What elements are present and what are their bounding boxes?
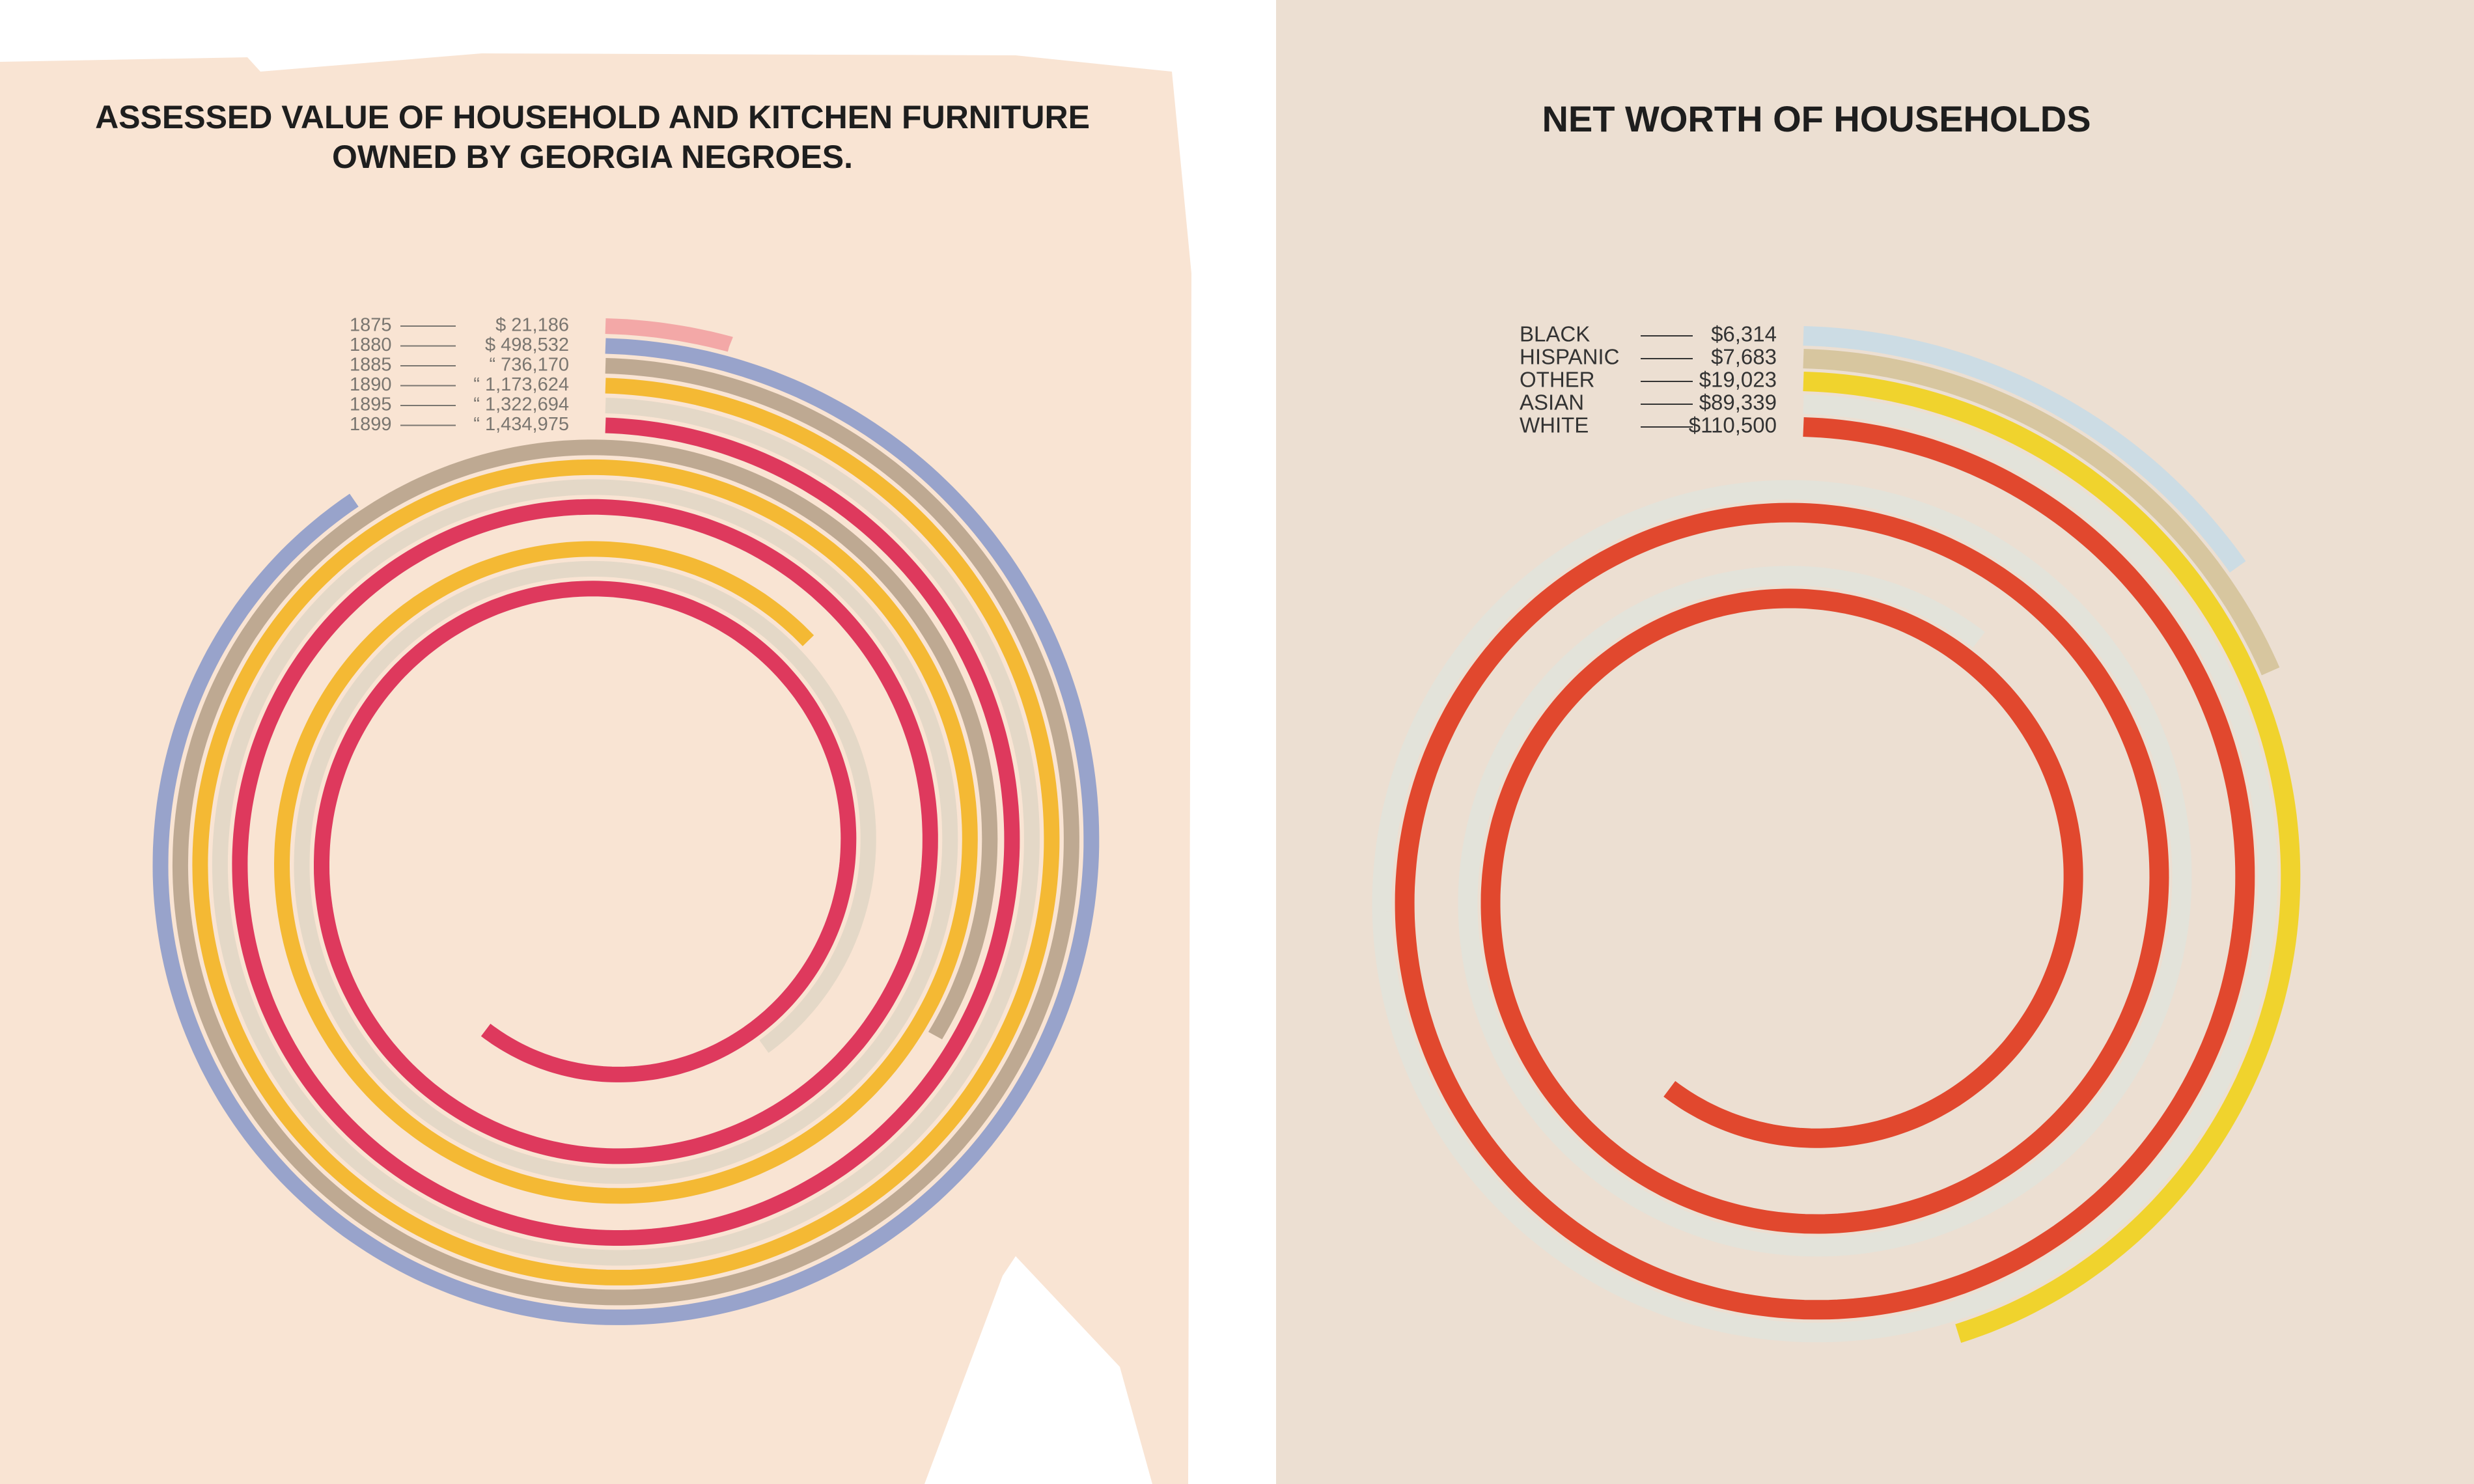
chart-title: NET WORTH OF HOUSEHOLDS — [1542, 98, 2091, 139]
value-label: $ 21,186 — [495, 315, 569, 336]
paper-right — [1276, 0, 2474, 1484]
value-label: “ 1,322,694 — [473, 394, 569, 415]
value-label: “ 736,170 — [489, 355, 569, 376]
chart-title: ASSESSED VALUE OF HOUSEHOLD AND KITCHEN … — [95, 99, 1090, 135]
spiral-bar — [232, 417, 1020, 1246]
spiral-bar — [192, 378, 1060, 1285]
spiral-bar — [172, 358, 1079, 1306]
value-label: “ 1,173,624 — [473, 374, 569, 395]
category-label: OTHER — [1520, 368, 1595, 392]
category-label: BLACK — [1520, 322, 1590, 346]
category-label: ASIAN — [1520, 391, 1584, 415]
spiral-bar — [1372, 394, 2278, 1343]
value-label: “ 1,434,975 — [473, 414, 569, 435]
chart-title: OWNED BY GEORGIA NEGROES. — [332, 139, 853, 175]
category-label: 1899 — [350, 414, 392, 435]
category-label: WHITE — [1520, 413, 1589, 437]
category-label: 1895 — [350, 394, 392, 415]
spiral-bar — [1803, 349, 2280, 676]
category-label: 1875 — [350, 315, 392, 336]
value-label: $19,023 — [1699, 368, 1777, 392]
spiral-bar — [1803, 326, 2246, 573]
value-label: $110,500 — [1689, 413, 1777, 437]
value-label: $6,314 — [1711, 322, 1777, 346]
spiral-bar — [152, 338, 1100, 1325]
category-label: 1880 — [350, 335, 392, 355]
value-label: $89,339 — [1699, 391, 1777, 415]
category-label: 1890 — [350, 374, 392, 395]
spiral-bar — [1395, 417, 2255, 1320]
value-label: $7,683 — [1711, 345, 1777, 369]
spiral-bar — [1803, 372, 2301, 1343]
spiral-bar — [212, 398, 1040, 1266]
spiral-bar — [605, 318, 733, 352]
value-label: $ 498,532 — [485, 335, 569, 355]
category-label: HISPANIC — [1520, 345, 1619, 369]
category-label: 1885 — [350, 355, 392, 376]
